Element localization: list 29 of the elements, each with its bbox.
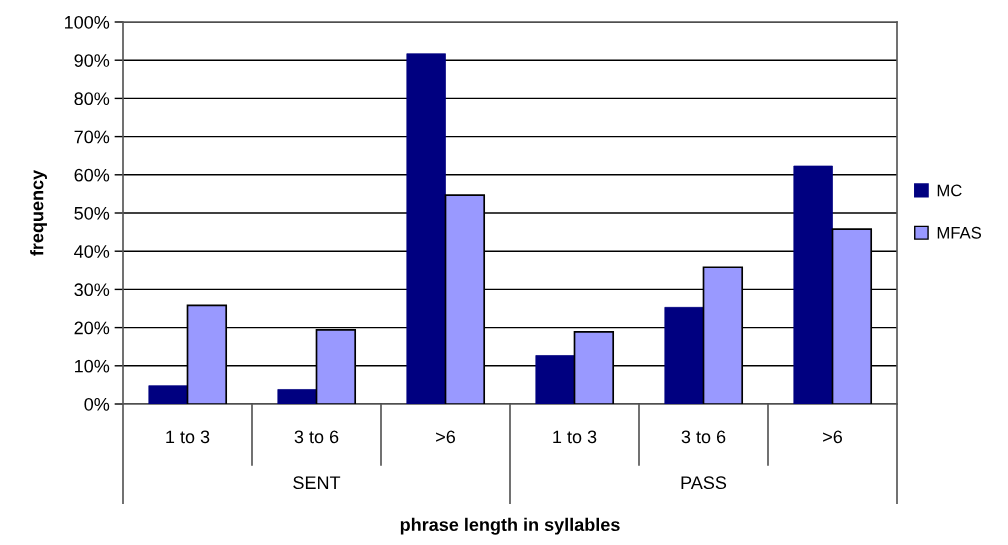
y-tick-label: 10% [75,359,110,373]
text: PASS [681,476,727,490]
bar [793,165,833,404]
bar [535,355,575,404]
bar [664,307,704,404]
y-tick-label: 50% [74,206,110,220]
legend-label: MFAS [937,226,982,239]
bar [277,389,317,404]
x-tick-label: 3 to 6 [681,430,726,444]
y-axis-title: frequency [30,169,47,256]
y-tick-label: 70% [74,130,110,144]
legend-label: MC [937,184,962,197]
y-tick-label: 100% [65,15,110,29]
x-tick-label: 1 to 3 [166,430,210,444]
bar [148,385,188,404]
x-axis-title: phrase length in syllables [400,517,620,535]
y-tick-label: 60% [74,168,110,182]
text: SENT [293,476,341,490]
bar [406,53,446,404]
y-tick-label: 80% [74,92,110,106]
y-tick-label: 20% [74,321,110,335]
x-tick-label: 1 to 3 [553,430,597,444]
y-tick-label: 30% [74,283,110,297]
y-tick-label: 40% [74,245,110,258]
y-tick-label: 0% [84,397,110,411]
x-tick-label: 3 to 6 [294,430,339,444]
y-tick-label: 90% [74,54,110,67]
x-tick-label: >6 [436,430,455,444]
x-tick-label: >6 [823,430,842,444]
